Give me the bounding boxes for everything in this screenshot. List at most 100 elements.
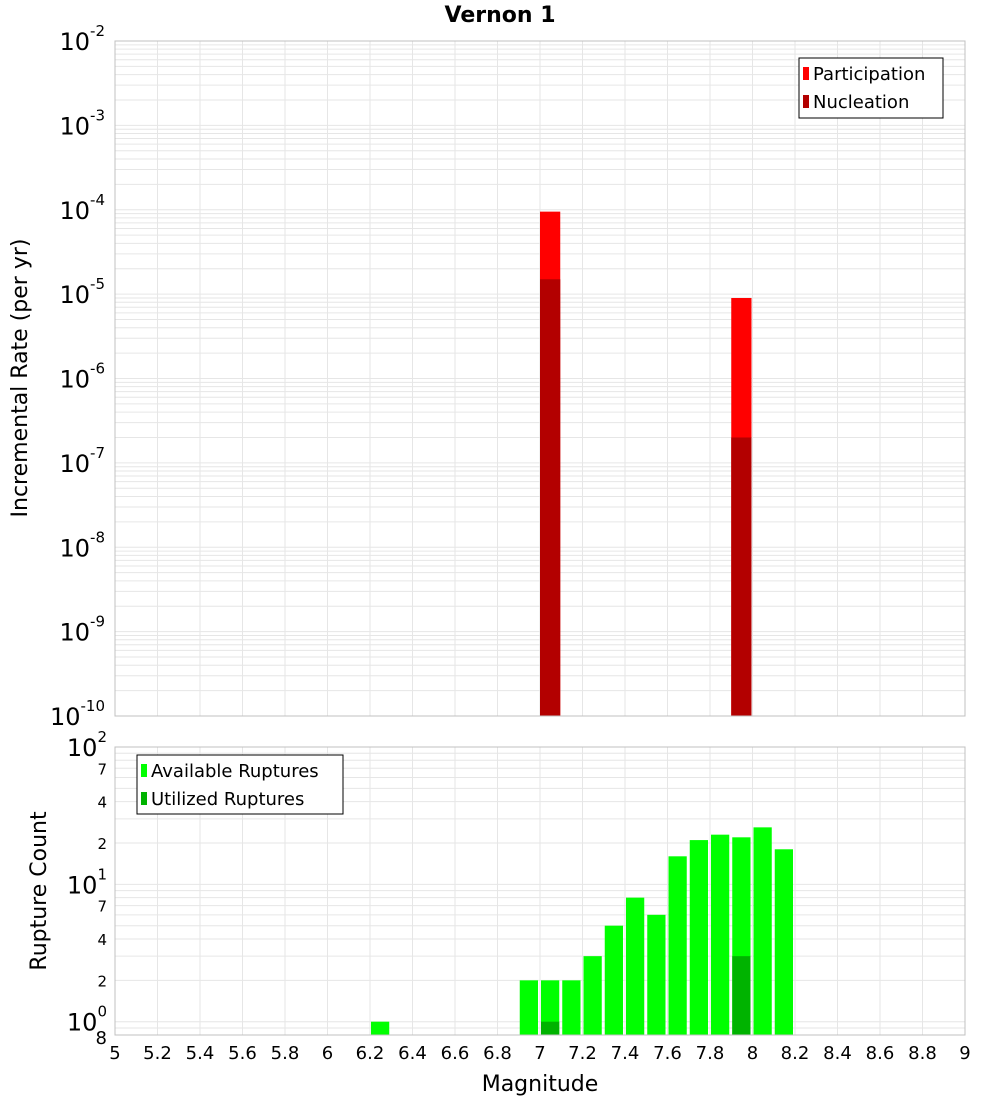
rate-y-tick-exponent: -4 [90,191,105,209]
rate-plot-frame [114,40,966,717]
x-tick-label: 5.6 [228,1043,257,1064]
x-tick-label: 5.8 [271,1043,300,1064]
count-y-tick-exponent: 0 [97,1003,107,1021]
count-y-tick-exponent: 2 [97,728,107,746]
rate-y-tick-exponent: -5 [90,275,105,293]
rate-y-tick-base: 10 [59,281,90,309]
x-tick-label: 7.2 [568,1043,597,1064]
count-legend: Available Ruptures Utilized Ruptures [136,754,344,815]
bar-available-ruptures [562,980,581,1035]
legend-swatch-participation [803,67,809,80]
x-tick-label: 5 [109,1043,120,1064]
rate-y-tick-base: 10 [59,112,90,140]
rate-y-tick-base: 10 [59,197,90,225]
bar-available-ruptures [647,914,666,1035]
x-tick-label: 6.8 [483,1043,512,1064]
bar-available-ruptures [711,834,730,1035]
bar-available-ruptures [626,897,645,1035]
x-tick-label: 7.6 [653,1043,682,1064]
rate-y-tick-label: 10-7 [59,444,105,478]
count-y-tick-label: 101 [67,865,107,899]
x-tick-label: 8 [747,1043,758,1064]
x-ticks: 5 5.2 5.4 5.6 5.8 6 6.2 6.4 6.6 6.8 7 7.2 7.4 7.6 7.8 8… [109,1043,970,1064]
bar-available-ruptures [668,856,687,1035]
count-y-minor-tick-label: 2 [97,972,107,990]
count-y-tick-base: 10 [67,871,98,899]
x-tick-label: 8.2 [781,1043,810,1064]
rate-bars [540,211,752,716]
rate-y-tick-base: 10 [59,366,90,394]
rate-y-tick-exponent: -8 [90,528,105,546]
x-axis-label: Magnitude [482,1072,599,1097]
rate-y-tick-label: 10-4 [59,191,105,225]
x-tick-label: 7.8 [696,1043,725,1064]
rate-y-tick-exponent: -9 [90,613,105,631]
legend-swatch-utilized [141,792,147,805]
count-y-minor-tick-label: 4 [97,794,107,812]
x-tick-label: 6.6 [441,1043,470,1064]
chart-title: Vernon 1 [445,3,556,28]
legend-swatch-nucleation [803,95,809,108]
x-tick-label: 9 [959,1043,970,1064]
rate-y-tick-label: 10-5 [59,275,105,309]
bar-utilized-ruptures [541,1021,560,1035]
rate-y-tick-base: 10 [59,450,90,478]
count-y-tick-base: 10 [67,1009,98,1037]
legend-label-participation: Participation [813,64,925,85]
rate-y-tick-label: 10-3 [59,106,105,140]
rate-y-tick-exponent: -7 [90,444,105,462]
count-y-minor-tick-label: 8 [96,1028,107,1049]
count-y-minor-tick-label: 2 [97,835,107,853]
legend-swatch-available [141,764,147,777]
rate-y-axis-label: Incremental Rate (per yr) [8,239,33,518]
x-tick-label: 6.4 [398,1043,427,1064]
count-legend-box [136,754,344,815]
rate-legend-box [798,57,944,119]
rate-y-tick-base: 10 [59,28,90,56]
count-y-tick-exponent: 1 [97,865,107,883]
count-bars [371,827,793,1035]
rate-y-tick-base: 10 [59,534,90,562]
x-tick-label: 7.4 [611,1043,640,1064]
bar-available-ruptures [371,1021,390,1035]
x-tick-label: 8.8 [908,1043,937,1064]
bar-available-ruptures [604,925,623,1035]
rate-y-tick-base: 10 [50,703,81,731]
bar-available-ruptures [689,840,708,1035]
count-y-minor-tick-label: 7 [97,898,107,916]
x-tick-label: 5.2 [143,1043,172,1064]
bar-available-ruptures [519,980,538,1035]
x-tick-label: 7 [534,1043,545,1064]
x-tick-label: 8.6 [866,1043,895,1064]
bar-utilized-ruptures [732,956,751,1035]
x-tick-label: 6.2 [356,1043,385,1064]
rate-y-tick-exponent: -3 [90,106,105,124]
bar-nucleation [731,437,752,716]
rate-y-tick-label: 10-8 [59,528,105,562]
legend-label-utilized: Utilized Ruptures [151,789,304,810]
x-tick-label: 8.4 [823,1043,852,1064]
count-y-tick-label: 100 [67,1003,107,1037]
rate-legend: Participation Nucleation [798,57,944,119]
count-y-minor-tick-label: 7 [97,760,107,778]
bar-available-ruptures [583,956,602,1035]
x-tick-label: 6 [322,1043,333,1064]
count-y-tick-base: 10 [67,734,98,762]
legend-label-nucleation: Nucleation [813,92,909,113]
bar-available-ruptures [753,827,772,1035]
rate-y-tick-exponent: -10 [81,697,106,715]
bar-available-ruptures [541,980,560,1035]
count-y-axis-label: Rupture Count [27,811,52,971]
rate-y-tick-base: 10 [59,619,90,647]
count-y-tick-label: 102 [67,728,107,762]
count-y-minor-tick-label: 4 [97,931,107,949]
x-tick-label: 5.4 [186,1043,215,1064]
rate-y-tick-exponent: -6 [90,360,105,378]
bar-nucleation [540,279,561,716]
rate-y-tick-label: 10-2 [59,22,105,56]
